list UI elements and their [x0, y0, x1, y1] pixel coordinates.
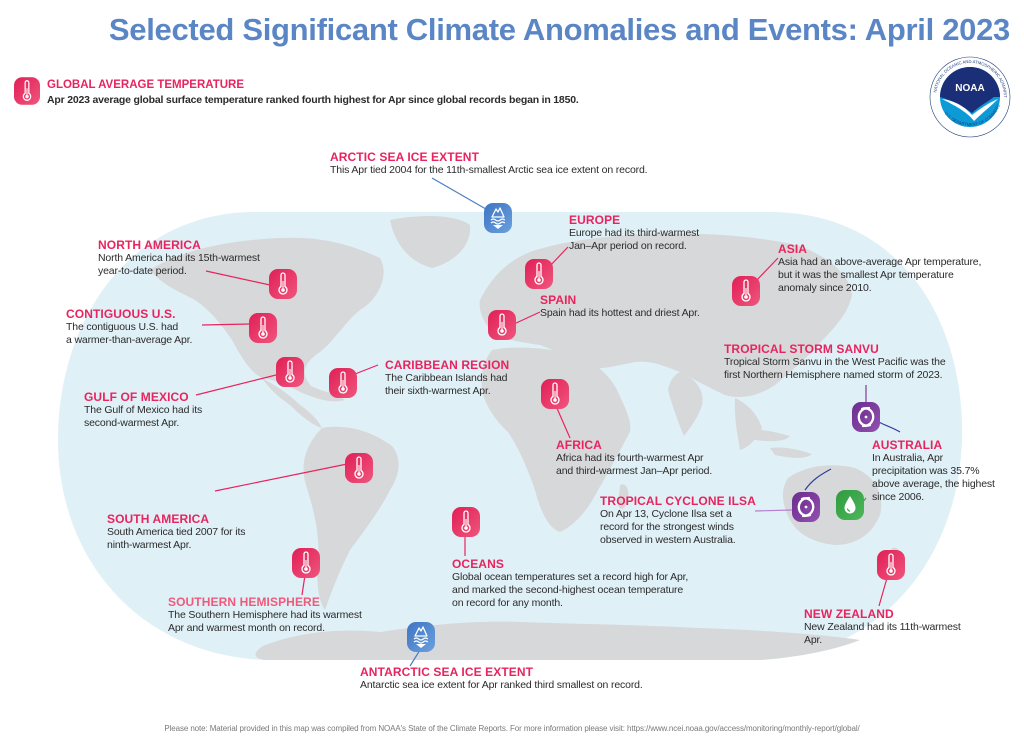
noaa-logo: NOAA NATIONAL OCEANIC AND ATMOSPHERIC AD…: [926, 51, 1012, 139]
callout-text: South America tied 2007 for its: [107, 526, 246, 538]
callout-north-america: NORTH AMERICA North America had its 15th…: [98, 238, 260, 278]
callout-title: ANTARCTIC SEA ICE EXTENT: [360, 665, 534, 679]
callout-new-zealand: NEW ZEALAND New Zealand had its 11th-war…: [804, 607, 961, 647]
callout-text: precipitation was 35.7%: [872, 465, 980, 477]
callout-text: Asia had an above-average Apr temperatur…: [778, 256, 982, 268]
callout-text: Global ocean temperatures set a record h…: [452, 571, 689, 583]
callout-text: ninth-warmest Apr.: [107, 539, 192, 551]
callout-title: AUSTRALIA: [872, 438, 943, 452]
callout-text: The Gulf of Mexico had its: [84, 404, 203, 416]
callout-text: In Australia, Apr: [872, 452, 943, 464]
callout-oceans: OCEANS Global ocean temperatures set a r…: [452, 557, 688, 610]
callout-title: TROPICAL CYCLONE ILSA: [600, 494, 756, 508]
ilsa-cyclone-icon[interactable]: [792, 492, 820, 522]
callout-tropical-cyclone-ilsa: TROPICAL CYCLONE ILSA On Apr 13, Cyclone…: [600, 494, 756, 547]
callout-caribbean: CARIBBEAN REGION The Caribbean Islands h…: [385, 358, 509, 398]
callout-title: EUROPE: [569, 213, 621, 227]
callout-text: a warmer-than-average Apr.: [66, 334, 193, 346]
asia-thermometer-icon[interactable]: [732, 276, 760, 306]
callout-asia: ASIA Asia had an above-average Apr tempe…: [778, 242, 981, 295]
europe-thermometer-icon[interactable]: [525, 259, 553, 289]
callout-text: Jan–Apr period on record.: [569, 240, 687, 252]
callout-text: The contiguous U.S. had: [66, 321, 179, 333]
callout-title: NEW ZEALAND: [804, 607, 894, 621]
gulf-of-mexico-thermometer-icon[interactable]: [276, 357, 304, 387]
callout-arctic-sea-ice: ARCTIC SEA ICE EXTENT This Apr tied 2004…: [330, 150, 648, 177]
callout-text: their sixth-warmest Apr.: [385, 385, 491, 397]
callout-title: SPAIN: [540, 293, 577, 307]
caribbean-thermometer-icon[interactable]: [329, 368, 357, 398]
new-zealand-thermometer-icon[interactable]: [877, 550, 905, 580]
callout-text: anomaly since 2010.: [778, 282, 872, 294]
callout-text: The Southern Hemisphere had its warmest: [168, 609, 362, 621]
callout-text: record for the strongest winds: [600, 521, 734, 533]
callout-title: SOUTH AMERICA: [107, 512, 210, 526]
southern-hemisphere-thermometer-icon[interactable]: [292, 548, 320, 578]
global-temp-text: Apr 2023 average global surface temperat…: [47, 94, 579, 106]
south-america-thermometer-icon[interactable]: [345, 453, 373, 483]
sanvu-cyclone-icon[interactable]: [852, 402, 880, 432]
svg-text:NOAA: NOAA: [955, 83, 984, 94]
callout-text: second-warmest Apr.: [84, 417, 180, 429]
callout-title: CONTIGUOUS U.S.: [66, 307, 176, 321]
callout-spain: SPAIN Spain had its hottest and driest A…: [540, 293, 700, 320]
callout-text: Spain had its hottest and driest Apr.: [540, 307, 700, 319]
callout-text: and marked the second-highest ocean temp…: [452, 584, 684, 596]
callout-text: Apr.: [804, 634, 823, 646]
callout-text: Europe had its third-warmest: [569, 227, 700, 239]
page-title: Selected Significant Climate Anomalies a…: [108, 12, 1010, 47]
antarctic-sea-ice-icon[interactable]: [407, 622, 435, 652]
callout-text: year-to-date period.: [98, 265, 187, 277]
callout-africa: AFRICA Africa had its fourth-warmest Apr…: [556, 438, 712, 478]
callout-title: SOUTHERN HEMISPHERE: [168, 595, 320, 609]
callout-text: Apr and warmest month on record.: [168, 622, 325, 634]
callout-text: The Caribbean Islands had: [385, 372, 508, 384]
callout-text: Antarctic sea ice extent for Apr ranked …: [360, 679, 643, 691]
callout-text: since 2006.: [872, 491, 925, 503]
callout-europe: EUROPE Europe had its third-warmest Jan–…: [569, 213, 699, 253]
footer-note: Please note: Material provided in this m…: [164, 724, 860, 733]
callout-text: Africa had its fourth-warmest Apr: [556, 452, 704, 464]
callout-text: on record for any month.: [452, 597, 563, 609]
contiguous-us-thermometer-icon[interactable]: [249, 313, 277, 343]
callout-title: NORTH AMERICA: [98, 238, 201, 252]
global-temp-title: GLOBAL AVERAGE TEMPERATURE: [47, 79, 244, 91]
callout-title: CARIBBEAN REGION: [385, 358, 510, 372]
callout-text: North America had its 15th-warmest: [98, 252, 260, 264]
callout-title: TROPICAL STORM SANVU: [724, 342, 879, 356]
callout-text: and third-warmest Jan–Apr period.: [556, 465, 713, 477]
callout-title: AFRICA: [556, 438, 602, 452]
callout-title: OCEANS: [452, 557, 504, 571]
spain-thermometer-icon[interactable]: [488, 310, 516, 340]
callout-south-america: SOUTH AMERICA South America tied 2007 fo…: [107, 512, 246, 552]
callout-text: On Apr 13, Cyclone Ilsa set a: [600, 508, 732, 520]
callout-text: This Apr tied 2004 for the 11th-smallest…: [330, 164, 648, 176]
callout-title: GULF OF MEXICO: [84, 390, 189, 404]
oceans-thermometer-icon[interactable]: [452, 507, 480, 537]
callout-text: first Northern Hemisphere named storm of…: [724, 369, 943, 381]
callout-australia: AUSTRALIA In Australia, Apr precipitatio…: [872, 438, 995, 504]
arctic-sea-ice-icon[interactable]: [484, 203, 512, 233]
callout-gulf-of-mexico: GULF OF MEXICO The Gulf of Mexico had it…: [84, 390, 202, 430]
callout-southern-hemisphere: SOUTHERN HEMISPHERE The Southern Hemisph…: [168, 595, 362, 635]
callout-text: Tropical Storm Sanvu in the West Pacific…: [724, 356, 946, 368]
callout-tropical-storm-sanvu: TROPICAL STORM SANVU Tropical Storm Sanv…: [724, 342, 946, 382]
callout-text: above average, the highest: [872, 478, 995, 490]
callout-title: ASIA: [778, 242, 808, 256]
callout-contiguous-us: CONTIGUOUS U.S. The contiguous U.S. had …: [66, 307, 192, 347]
callout-text: observed in western Australia.: [600, 534, 736, 546]
australia-precipitation-drop-icon[interactable]: [836, 490, 864, 520]
callout-title: ARCTIC SEA ICE EXTENT: [330, 150, 480, 164]
africa-thermometer-icon[interactable]: [541, 379, 569, 409]
callout-antarctic-sea-ice: ANTARCTIC SEA ICE EXTENT Antarctic sea i…: [360, 665, 643, 692]
callout-text: but it was the smallest Apr temperature: [778, 269, 954, 281]
north-america-thermometer-icon[interactable]: [269, 269, 297, 299]
callout-text: New Zealand had its 11th-warmest: [804, 621, 961, 633]
